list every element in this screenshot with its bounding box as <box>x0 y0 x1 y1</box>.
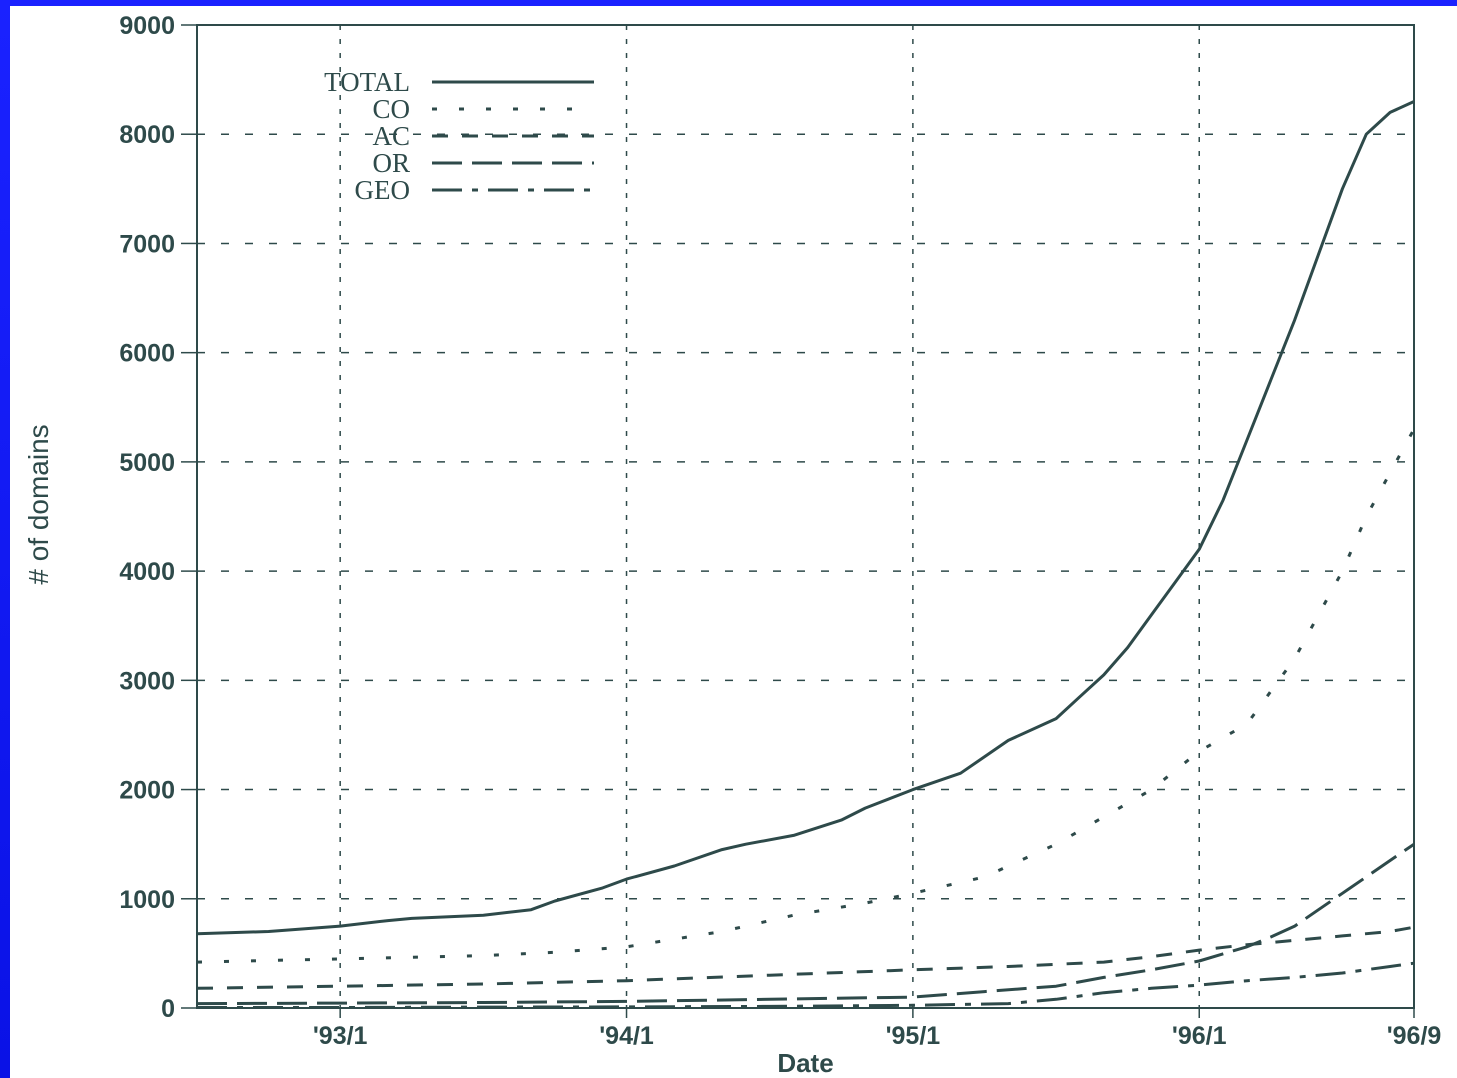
y-tick-label: 0 <box>161 995 175 1023</box>
legend-label-total: TOTAL <box>324 67 410 97</box>
y-tick-label: 8000 <box>119 121 175 149</box>
y-tick-label: 4000 <box>119 558 175 586</box>
series-lines <box>196 100 1416 1009</box>
y-tick-label: 5000 <box>119 449 175 477</box>
x-tick-label: '96/9 <box>1387 1022 1442 1050</box>
domains-line-chart: 0 1000 2000 3000 4000 5000 6000 7000 8000 9000 '93… <box>23 12 1441 1078</box>
y-tick-label: 6000 <box>119 340 175 368</box>
y-axis-label: # of domains <box>23 424 54 584</box>
series-line-geo <box>197 961 1415 1009</box>
y-tick-label: 7000 <box>119 230 175 258</box>
series-line-or <box>196 842 1415 1006</box>
y-tick-label: 9000 <box>119 12 175 40</box>
tick-labels: 0 1000 2000 3000 4000 5000 6000 7000 8000 9000 '93… <box>119 12 1441 1050</box>
x-tick-label: '96/1 <box>1172 1022 1227 1050</box>
legend-label-ac: AC <box>372 121 410 151</box>
axes <box>181 24 1415 1018</box>
x-tick-label: '94/1 <box>599 1022 654 1050</box>
series-line-total <box>196 100 1415 936</box>
plot-frame <box>196 24 1415 1009</box>
series-line-ac <box>196 925 1415 990</box>
x-tick-label: '95/1 <box>886 1022 941 1050</box>
x-axis-label: Date <box>777 1048 833 1078</box>
series-line-co <box>196 428 1416 964</box>
legend-label-or: OR <box>372 148 410 178</box>
y-tick-label: 3000 <box>119 667 175 695</box>
chart-panel: 0 1000 2000 3000 4000 5000 6000 7000 8000 9000 '93… <box>10 6 1457 1078</box>
y-tick-label: 2000 <box>119 777 175 805</box>
y-tick-label: 1000 <box>119 886 175 914</box>
gridlines <box>197 25 1414 1008</box>
legend-label-co: CO <box>372 94 410 124</box>
x-tick-label: '93/1 <box>313 1022 368 1050</box>
legend-label-geo: GEO <box>355 175 411 205</box>
